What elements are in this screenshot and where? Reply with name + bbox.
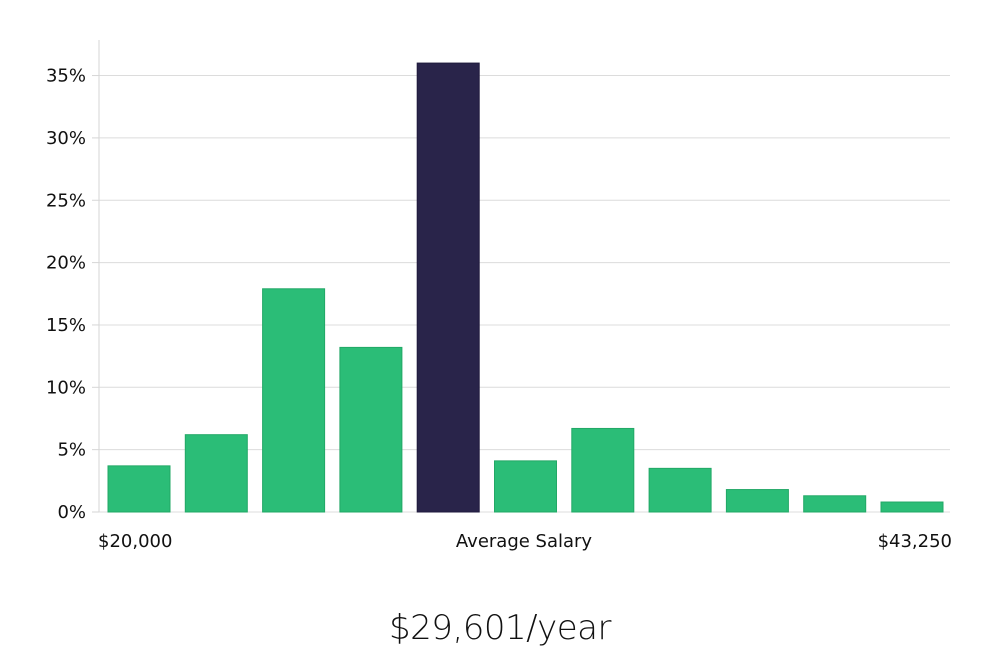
x-label-center: Average Salary xyxy=(456,531,593,552)
bar xyxy=(880,501,944,513)
average-salary-value: $29,601/year xyxy=(389,608,611,648)
bar xyxy=(494,460,557,513)
y-tick-label: 10% xyxy=(46,377,86,398)
bar xyxy=(184,434,248,513)
y-tick-label: 15% xyxy=(46,315,86,336)
x-label-max: $43,250 xyxy=(878,531,952,552)
y-tick-label: 5% xyxy=(57,440,86,461)
y-tick-label: 0% xyxy=(57,502,86,523)
y-tick-label: 20% xyxy=(46,253,86,274)
x-label-min: $20,000 xyxy=(98,531,172,552)
bar xyxy=(648,467,712,513)
bar xyxy=(107,465,171,513)
bars xyxy=(107,62,944,513)
bar-average-salary xyxy=(416,62,480,513)
bar xyxy=(262,288,326,513)
y-tick-label: 30% xyxy=(46,128,86,149)
y-tick-label: 35% xyxy=(46,66,86,87)
salary-histogram: 0% 5% 10% 15% 20% 25% 30% 35% $20,000 Average S… xyxy=(46,40,952,552)
y-axis-ticks: 0% 5% 10% 15% 20% 25% 30% 35% xyxy=(46,66,99,523)
bar xyxy=(803,495,867,513)
bar xyxy=(725,489,789,513)
bar xyxy=(571,427,635,513)
y-tick-label: 25% xyxy=(46,190,86,211)
bar xyxy=(339,346,403,513)
